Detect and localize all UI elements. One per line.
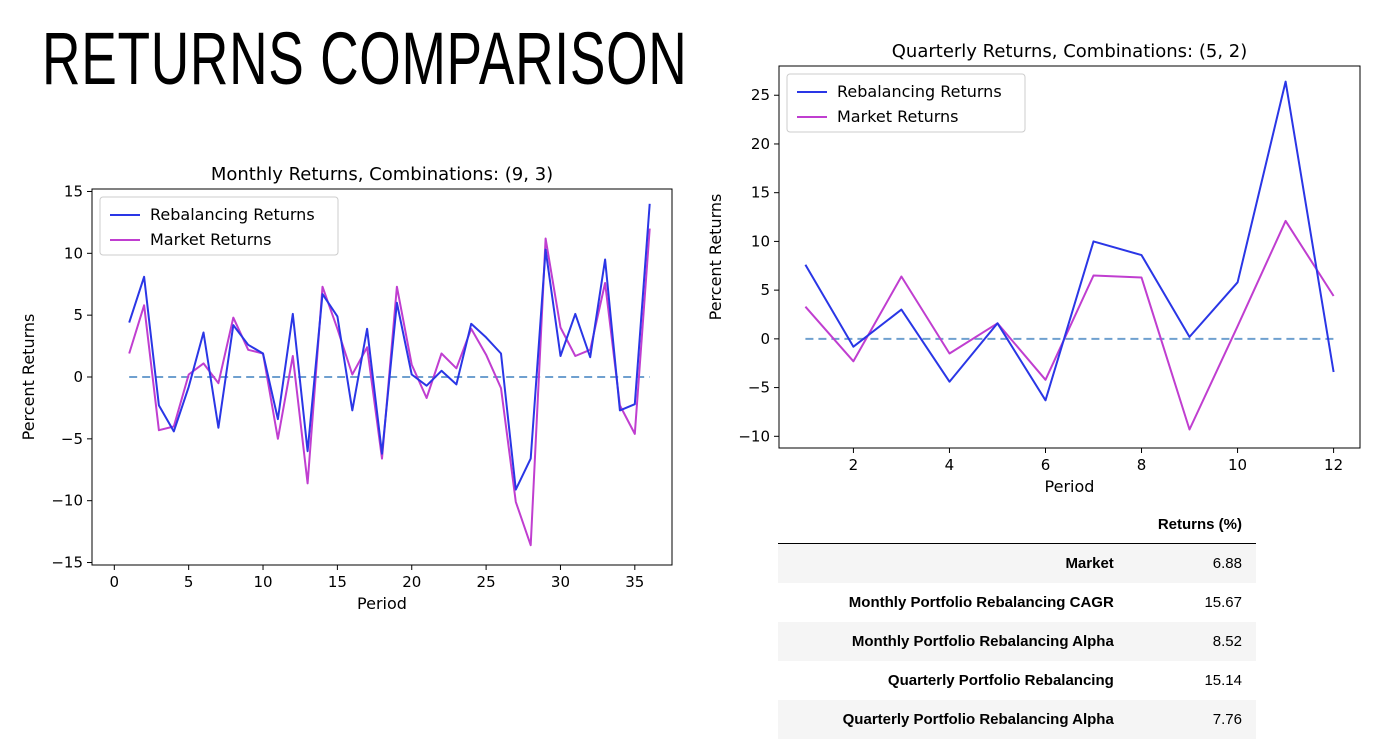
table-row: Monthly Portfolio Rebalancing Alpha 8.52: [778, 622, 1256, 661]
row-label: Market: [778, 543, 1128, 583]
quarterly-returns-chart: Quarterly Returns, Combinations: (5, 2) 2…: [706, 41, 1361, 496]
row-value: 8.52: [1127, 622, 1256, 661]
x-tick-label: 30: [551, 573, 570, 591]
row-value: 15.14: [1204, 672, 1242, 689]
legend-box: [786, 73, 1026, 133]
returns-column-header: Returns (%): [1157, 516, 1242, 533]
x-tick-label: 35: [625, 573, 644, 591]
plot-frame: [778, 65, 1361, 449]
returns-summary-table: Returns (%) Market 6.88 Monthly Portfoli…: [778, 508, 1256, 739]
x-tick-label: 2: [849, 456, 859, 474]
y-tick-label: −10: [51, 492, 83, 510]
y-tick-label: 10: [64, 244, 83, 262]
y-axis-label: Percent Returns: [706, 194, 725, 321]
y-tick-label: 20: [751, 135, 770, 153]
legend-label: Market Returns: [837, 107, 959, 126]
y-tick-label: 25: [751, 86, 770, 104]
monthly-returns-chart: Monthly Returns, Combinations: (9, 3) 0 5 1…: [19, 164, 673, 613]
row-label: Quarterly Portfolio Rebalancing: [887, 672, 1114, 689]
market-returns-line: [804, 219, 1335, 431]
x-tick-label: 10: [1228, 456, 1247, 474]
y-tick-label: 0: [73, 368, 83, 386]
row-value: 15.67: [1204, 594, 1242, 611]
row-label: Quarterly Portfolio Rebalancing Alpha: [778, 700, 1128, 739]
table-row: Monthly Portfolio Rebalancing CAGR 15.67: [778, 583, 1256, 622]
y-tick-label: −10: [738, 427, 770, 445]
y-tick-label: −5: [748, 379, 770, 397]
y-tick-label: −5: [61, 430, 83, 448]
chart-title: Quarterly Returns, Combinations: (5, 2): [892, 41, 1247, 62]
row-label: Monthly Portfolio Rebalancing Alpha: [778, 622, 1128, 661]
y-tick-label: −15: [51, 554, 83, 572]
x-tick-label: 8: [1137, 456, 1147, 474]
x-tick-label: 10: [253, 573, 272, 591]
y-tick-label: 5: [760, 281, 770, 299]
legend-box: [99, 196, 339, 256]
x-tick-label: 4: [945, 456, 955, 474]
x-axis-label: Period: [357, 594, 407, 613]
row-label: Monthly Portfolio Rebalancing CAGR: [848, 594, 1114, 611]
y-tick-label: 5: [73, 306, 83, 324]
table-row: Quarterly Portfolio Rebalancing Alpha 7.…: [778, 700, 1256, 739]
y-tick-label: 15: [751, 184, 770, 202]
page-title: RETURNS COMPARISON: [42, 17, 688, 100]
chart-title: Monthly Returns, Combinations: (9, 3): [211, 164, 553, 185]
legend-label: Rebalancing Returns: [150, 205, 315, 224]
x-tick-label: 5: [184, 573, 194, 591]
row-value: 6.88: [1127, 543, 1256, 583]
legend-label: Rebalancing Returns: [837, 82, 1002, 101]
y-tick-label: 0: [760, 330, 770, 348]
table-corner: [778, 508, 1128, 544]
rebalancing-returns-line: [804, 80, 1335, 402]
x-tick-label: 20: [402, 573, 421, 591]
x-tick-label: 25: [477, 573, 496, 591]
x-axis-label: Period: [1045, 477, 1095, 496]
x-tick-label: 6: [1041, 456, 1051, 474]
table-row: Quarterly Portfolio Rebalancing 15.14: [778, 661, 1256, 700]
x-tick-label: 12: [1324, 456, 1343, 474]
y-tick-label: 15: [64, 182, 83, 200]
row-value: 7.76: [1127, 700, 1256, 739]
y-tick-label: 10: [751, 232, 770, 250]
y-axis-label: Percent Returns: [19, 314, 38, 441]
rebalancing-returns-line: [128, 203, 651, 491]
table-row: Market 6.88: [778, 543, 1256, 583]
x-tick-label: 15: [328, 573, 347, 591]
table-header-row: Returns (%): [778, 508, 1256, 544]
legend-label: Market Returns: [150, 230, 272, 249]
x-tick-label: 0: [110, 573, 120, 591]
